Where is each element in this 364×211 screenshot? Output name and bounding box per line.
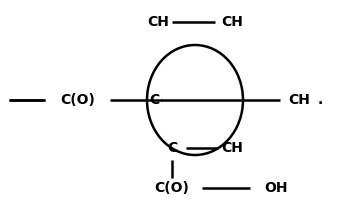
Text: C: C [167, 141, 177, 155]
Text: C: C [149, 93, 159, 107]
Text: C(O): C(O) [155, 181, 189, 195]
Text: CH: CH [221, 141, 243, 155]
Text: .: . [318, 93, 323, 107]
Text: CH: CH [147, 15, 169, 29]
Text: OH: OH [264, 181, 288, 195]
Text: CH: CH [221, 15, 243, 29]
Text: CH: CH [288, 93, 310, 107]
Text: C(O): C(O) [60, 93, 95, 107]
